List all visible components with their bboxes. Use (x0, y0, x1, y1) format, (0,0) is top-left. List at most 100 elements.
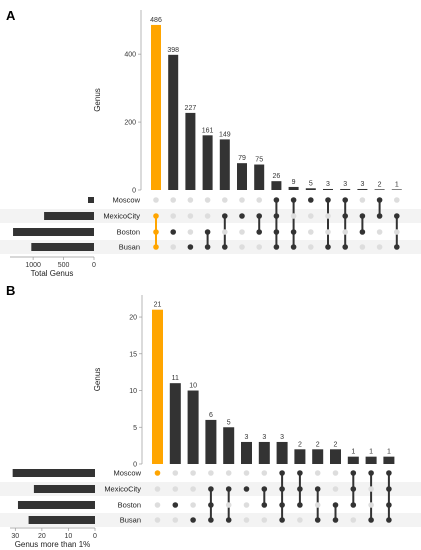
bar-value-label: 2 (298, 441, 302, 448)
matrix-dot-inactive (190, 486, 196, 492)
matrix-dot-inactive (222, 197, 228, 203)
matrix-dot-inactive (314, 502, 321, 508)
set-tick-label: 20 (38, 533, 46, 540)
panel-letter-a: A (6, 8, 16, 23)
bar-value-label: 149 (219, 131, 231, 138)
panel-letter-b: B (6, 283, 15, 298)
bar-value-label: 9 (292, 179, 296, 186)
set-tick-label: 0 (93, 533, 97, 540)
matrix-dot-active (208, 517, 214, 523)
matrix-dot-inactive (170, 197, 176, 203)
matrix-dot-inactive (190, 502, 196, 508)
matrix-dot-inactive (332, 486, 339, 492)
intersection-bar (347, 456, 359, 464)
matrix-dot-inactive (154, 486, 161, 492)
y-tick-label: 0 (133, 462, 137, 469)
intersection-bar (185, 112, 196, 190)
matrix-dot-inactive (332, 470, 339, 476)
bar-value-label: 2 (378, 181, 382, 188)
matrix-dot-active (208, 502, 214, 508)
matrix-dot-active (342, 244, 349, 250)
bar-value-label: 2 (316, 441, 320, 448)
y-tick-label: 0 (132, 188, 136, 195)
matrix-dot-active (222, 244, 228, 250)
set-axis-title: Total Genus (31, 269, 74, 278)
matrix-dot-active (297, 486, 303, 492)
bar-value-label: 21 (154, 302, 162, 309)
matrix-dot-inactive (261, 517, 268, 523)
bar-value-label: 1 (369, 449, 373, 456)
bar-value-label: 3 (245, 434, 249, 441)
matrix-dot-inactive (190, 470, 196, 476)
matrix-dot-active (243, 486, 250, 492)
set-size-bar (44, 212, 94, 220)
intersection-bar (258, 441, 270, 464)
bar-value-label: 3 (360, 181, 364, 188)
matrix-dot-active (368, 517, 374, 523)
intersection-bar (365, 456, 377, 464)
bar-value-label: 2 (334, 441, 338, 448)
set-size-bar (31, 243, 94, 251)
bar-value-label: 1 (387, 449, 391, 456)
matrix-dot-inactive (342, 229, 349, 235)
bar-value-label: 3 (262, 434, 266, 441)
matrix-dot-active (153, 244, 159, 250)
set-label: Boston (118, 501, 141, 510)
bar-value-label: 3 (280, 434, 284, 441)
matrix-dot-active (359, 229, 366, 235)
matrix-dot-active (350, 486, 357, 492)
intersection-bar (391, 189, 402, 190)
bar-value-label: 3 (326, 181, 330, 188)
matrix-dot-active (386, 486, 392, 492)
matrix-dot-inactive (376, 244, 383, 250)
set-label: MexicoCity (104, 485, 141, 494)
set-label: Moscow (112, 196, 140, 205)
matrix-dot-active (342, 213, 349, 219)
matrix-dot-active (222, 213, 228, 219)
y-tick-label: 200 (124, 120, 136, 127)
intersection-bar (152, 309, 163, 464)
set-tick-label: 0 (92, 262, 96, 269)
matrix-dot-active (225, 486, 232, 492)
bar-value-label: 10 (189, 383, 197, 390)
set-tick-label: 10 (65, 533, 73, 540)
matrix-dot-inactive (187, 197, 194, 203)
set-label: Moscow (113, 469, 141, 478)
matrix-dot-inactive (154, 517, 161, 523)
bar-value-label: 5 (309, 180, 313, 187)
matrix-dot-active (386, 502, 392, 508)
intersection-bar (202, 135, 213, 190)
bar-value-label: 6 (209, 412, 213, 419)
matrix-dot-active (154, 470, 161, 476)
matrix-dot-active (279, 517, 285, 523)
matrix-dot-active (187, 244, 194, 250)
matrix-dot-inactive (204, 197, 211, 203)
matrix-dot-inactive (172, 470, 179, 476)
matrix-dot-active (273, 197, 280, 203)
matrix-dot-inactive (394, 197, 400, 203)
set-tick-label: 500 (58, 262, 70, 269)
matrix-dot-inactive (308, 244, 314, 250)
matrix-dot-active (342, 197, 349, 203)
matrix-dot-active (297, 470, 303, 476)
matrix-dot-active (314, 486, 321, 492)
intersection-bar (330, 449, 341, 464)
y-tick-label: 20 (129, 315, 137, 322)
intersection-bar (187, 390, 199, 464)
matrix-dot-active (273, 244, 280, 250)
y-tick-label: 400 (124, 52, 136, 59)
matrix-dot-active (256, 229, 263, 235)
matrix-dot-inactive (314, 470, 321, 476)
upset-panel-a: 0 200 400 Genus 486 398 227 161 149 79 75 26 9 5 3 3 3 2 1… (0, 10, 421, 278)
matrix-dot-inactive (239, 197, 245, 203)
intersection-bar (323, 188, 333, 190)
matrix-dot-active (172, 502, 179, 508)
set-size-bar (33, 485, 95, 493)
matrix-dot-inactive (297, 517, 303, 523)
bar-value-label: 1 (395, 181, 399, 188)
matrix-dot-active (290, 229, 297, 235)
intersection-bar (294, 449, 306, 464)
matrix-dot-active (332, 517, 339, 523)
set-label: Boston (117, 228, 140, 237)
